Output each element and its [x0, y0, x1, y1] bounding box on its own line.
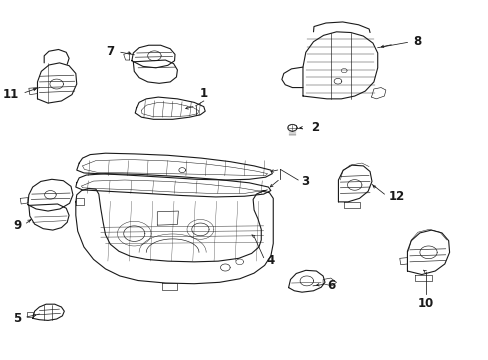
Text: 9: 9	[13, 219, 21, 231]
Text: 6: 6	[326, 279, 334, 292]
Text: 11: 11	[3, 88, 19, 101]
Text: 7: 7	[106, 45, 114, 58]
Text: 10: 10	[417, 297, 433, 310]
Text: 4: 4	[265, 254, 274, 267]
Text: 12: 12	[387, 190, 404, 203]
Text: 2: 2	[310, 121, 318, 134]
Text: 5: 5	[13, 312, 21, 325]
Text: 3: 3	[301, 175, 308, 188]
Text: 1: 1	[199, 86, 207, 100]
Text: 8: 8	[412, 35, 421, 48]
